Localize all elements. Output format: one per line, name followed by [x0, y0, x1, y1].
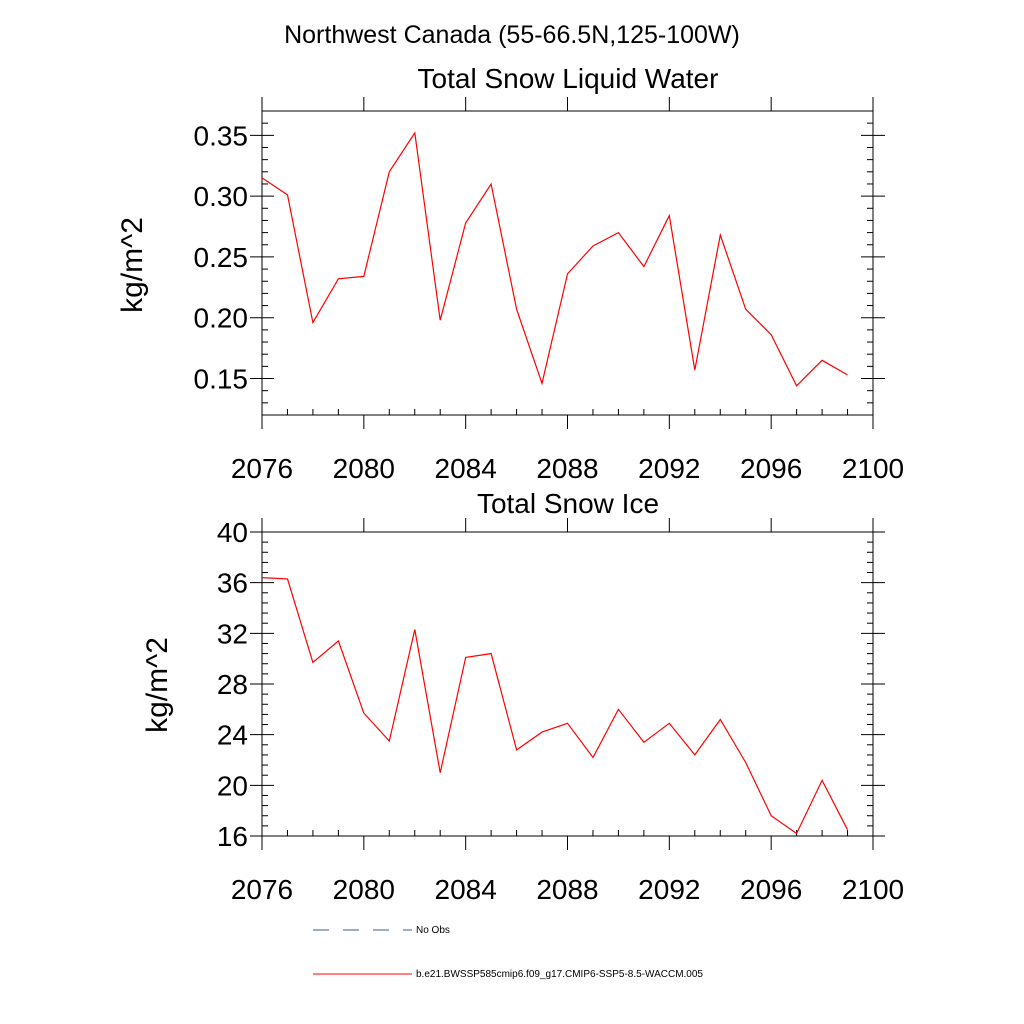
y-tick-label: 0.15	[194, 364, 249, 395]
plot-frame	[261, 110, 874, 416]
y-tick-label: 0.35	[194, 120, 249, 151]
legend-label-no-obs: No Obs	[416, 925, 450, 936]
y-tick-label: 36	[217, 568, 248, 599]
y-tick-label: 20	[217, 770, 248, 801]
tick-marks	[250, 518, 885, 850]
series-lines	[261, 577, 849, 835]
series-line	[261, 577, 849, 835]
x-tick-label: 2088	[536, 453, 598, 484]
x-tick-label: 2096	[740, 874, 802, 905]
series-line	[261, 131, 848, 387]
y-axis-label: kg/m^2	[116, 217, 149, 313]
x-tick-label: 2080	[333, 874, 395, 905]
x-tick-label: 2092	[638, 874, 700, 905]
legend-label-model: b.e21.BWSSP585cmip6.f09_g17.CMIP6-SSP5-8…	[416, 969, 703, 980]
figure-title: Northwest Canada (55-66.5N,125-100W)	[284, 21, 740, 49]
x-tick-label: 2100	[842, 874, 904, 905]
panel-snow-ice: Total Snow Ice kg/m^2 2076 2080 2084 2088 20…	[141, 488, 904, 905]
y-tick-label: 0.25	[194, 242, 249, 273]
tick-labels: 2076 2080 2084 2088 2092 2096 2100 0.15 0.20 0.25…	[194, 120, 905, 484]
legend: No Obs b.e21.BWSSP585cmip6.f09_g17.CMIP6…	[313, 925, 703, 980]
panel-snow-liquid-water: Total Snow Liquid Water kg/m^2 2076 2080 2…	[116, 63, 904, 484]
x-tick-label: 2096	[740, 453, 802, 484]
x-tick-label: 2092	[638, 453, 700, 484]
y-tick-label: 28	[217, 669, 248, 700]
x-tick-label: 2084	[435, 874, 497, 905]
x-tick-label: 2080	[333, 453, 395, 484]
x-tick-label: 2076	[231, 453, 293, 484]
x-tick-label: 2084	[435, 453, 497, 484]
x-tick-label: 2088	[536, 874, 598, 905]
y-tick-label: 40	[217, 517, 248, 548]
panel-title: Total Snow Ice	[477, 488, 659, 519]
x-tick-label: 2076	[231, 874, 293, 905]
panel-title: Total Snow Liquid Water	[418, 63, 719, 94]
series-lines	[261, 131, 848, 387]
y-tick-label: 32	[217, 618, 248, 649]
y-tick-label: 24	[217, 720, 248, 751]
tick-marks	[250, 97, 885, 429]
y-tick-label: 16	[217, 821, 248, 852]
tick-labels: 2076 2080 2084 2088 2092 2096 2100 16 20 24 28 32 36…	[217, 517, 904, 905]
y-tick-label: 0.30	[194, 181, 249, 212]
y-axis-label: kg/m^2	[141, 637, 174, 733]
x-tick-label: 2100	[842, 453, 904, 484]
y-tick-label: 0.20	[194, 303, 249, 334]
